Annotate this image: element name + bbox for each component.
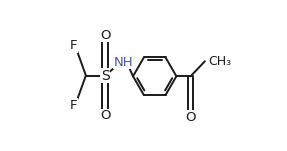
Text: F: F <box>70 39 78 52</box>
Text: O: O <box>185 111 196 124</box>
Text: S: S <box>101 69 110 82</box>
Text: O: O <box>100 29 110 42</box>
Text: F: F <box>70 99 78 112</box>
Text: NH: NH <box>113 56 133 69</box>
Text: CH₃: CH₃ <box>209 55 232 68</box>
Text: O: O <box>100 109 110 122</box>
